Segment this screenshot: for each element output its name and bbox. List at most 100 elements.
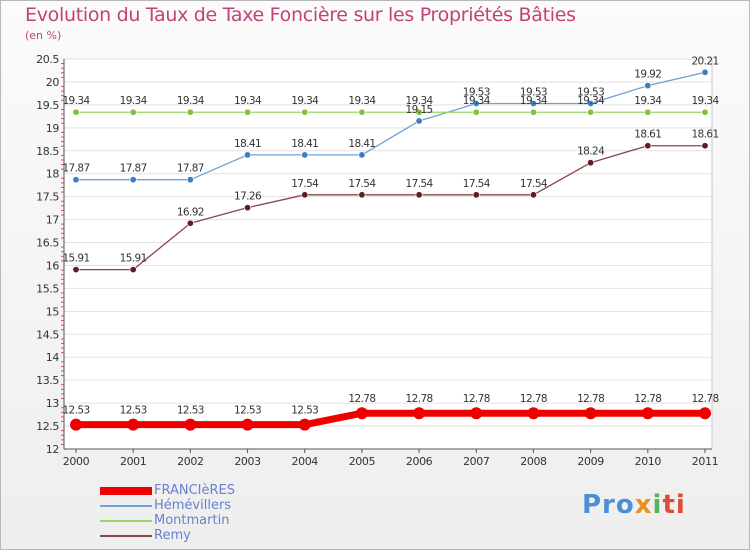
data-label-he-me-villers: 19.92	[634, 69, 661, 81]
data-point-montmartin	[72, 108, 80, 116]
data-point-montmartin	[301, 108, 309, 116]
y-tick-label: 15.5	[36, 282, 59, 295]
data-label-francie-res: 12.78	[634, 393, 661, 405]
y-tick-label: 12	[46, 443, 59, 456]
data-point-he-me-villers	[72, 176, 80, 184]
data-label-montmartin: 19.34	[120, 95, 148, 107]
logo-part-1: Pro	[582, 490, 635, 520]
data-point-remy	[472, 191, 480, 199]
data-label-francie-res: 12.53	[291, 405, 318, 417]
data-point-remy	[644, 142, 652, 150]
data-label-he-me-villers: 18.41	[234, 138, 261, 150]
series-line-he-me-villers	[75, 71, 706, 181]
data-label-montmartin: 19.34	[634, 95, 662, 107]
x-tick-label: 2009	[577, 455, 604, 468]
data-label-francie-res: 12.53	[120, 405, 147, 417]
data-label-francie-res: 12.53	[62, 405, 89, 417]
data-label-montmartin: 19.34	[691, 95, 719, 107]
x-tick-label: 2008	[520, 455, 547, 468]
y-tick-label: 12.5	[36, 420, 59, 433]
x-tick-label: 2002	[177, 455, 203, 468]
data-label-remy: 17.54	[406, 178, 434, 190]
legend-label: Remy	[154, 528, 191, 543]
y-tick-label: 15	[46, 305, 60, 318]
x-tick-label: 2006	[406, 455, 433, 468]
data-point-montmartin	[472, 108, 480, 116]
data-point-he-me-villers	[186, 176, 194, 184]
data-point-he-me-villers	[587, 100, 595, 108]
gridlines	[63, 58, 713, 450]
logo-part-3: i	[652, 490, 663, 520]
data-label-remy: 17.54	[463, 178, 491, 190]
data-point-francie-res	[127, 418, 140, 431]
data-label-francie-res: 12.53	[177, 405, 204, 417]
logo-part-2: x	[634, 490, 653, 520]
data-label-montmartin: 19.34	[177, 95, 205, 107]
legend-swatch	[100, 505, 152, 507]
data-point-francie-res	[241, 418, 254, 431]
data-point-remy	[244, 204, 252, 212]
y-tick-label: 20	[46, 76, 60, 89]
x-tick-label: 2000	[63, 455, 90, 468]
data-point-montmartin	[129, 108, 137, 116]
legend-swatch	[100, 535, 152, 537]
x-tick-label: 2007	[463, 455, 490, 468]
data-label-he-me-villers: 19.53	[520, 87, 547, 99]
data-point-he-me-villers	[244, 151, 252, 159]
chart-title: Evolution du Taux de Taxe Foncière sur l…	[25, 4, 576, 26]
x-tick-label: 2003	[234, 455, 261, 468]
series-markers	[70, 68, 711, 431]
y-tick-label: 16.5	[36, 237, 59, 250]
data-point-montmartin	[186, 108, 194, 116]
x-tick-label: 2005	[349, 455, 376, 468]
data-point-montmartin	[415, 108, 423, 116]
data-point-he-me-villers	[529, 100, 537, 108]
data-label-francie-res: 12.78	[406, 393, 433, 405]
y-tick-label: 14.5	[36, 328, 59, 341]
x-tick-label: 2010	[635, 455, 662, 468]
data-label-francie-res: 12.78	[463, 393, 490, 405]
data-point-he-me-villers	[415, 117, 423, 125]
data-point-remy	[358, 191, 366, 199]
y-tick-label: 17.5	[36, 191, 59, 204]
data-point-remy	[529, 191, 537, 199]
x-tick-label: 2011	[692, 455, 718, 468]
y-tick-label: 20.5	[36, 53, 59, 66]
data-label-he-me-villers: 17.87	[177, 163, 204, 175]
data-label-he-me-villers: 17.87	[120, 163, 147, 175]
data-label-remy: 15.91	[62, 253, 89, 265]
data-label-montmartin: 19.34	[234, 95, 262, 107]
data-point-francie-res	[184, 418, 197, 431]
data-point-francie-res	[527, 407, 540, 420]
data-label-montmartin: 19.34	[348, 95, 376, 107]
data-label-remy: 18.24	[577, 146, 605, 158]
data-label-remy: 18.61	[691, 129, 718, 141]
proxiti-logo: Proxiti	[582, 490, 686, 520]
data-label-he-me-villers: 19.15	[406, 104, 433, 116]
data-label-francie-res: 12.78	[691, 393, 718, 405]
data-point-francie-res	[699, 407, 711, 420]
data-label-francie-res: 12.78	[577, 393, 604, 405]
legend-label: FRANCIèRES	[154, 483, 236, 498]
series-line-francie-res	[72, 409, 709, 429]
series-line-remy	[75, 145, 706, 271]
data-label-remy: 17.54	[520, 178, 548, 190]
data-label-he-me-villers: 17.87	[62, 163, 89, 175]
data-label-montmartin: 19.34	[62, 95, 90, 107]
data-point-he-me-villers	[301, 151, 309, 159]
data-point-remy	[301, 191, 309, 199]
y-tick-label: 13	[46, 397, 60, 410]
data-label-he-me-villers: 20.21	[691, 55, 718, 67]
legend-label: Hémévillers	[154, 498, 232, 513]
y-tick-label: 19.5	[36, 99, 59, 112]
data-label-remy: 17.54	[291, 178, 319, 190]
y-tick-label: 14	[46, 351, 60, 364]
data-label-he-me-villers: 18.41	[291, 138, 318, 150]
data-label-remy: 16.92	[177, 206, 204, 218]
data-point-he-me-villers	[644, 82, 652, 90]
legend-swatch	[100, 520, 152, 522]
y-tick-label: 18	[46, 168, 60, 181]
data-label-francie-res: 12.78	[520, 393, 547, 405]
legend-label: Montmartin	[154, 513, 230, 528]
